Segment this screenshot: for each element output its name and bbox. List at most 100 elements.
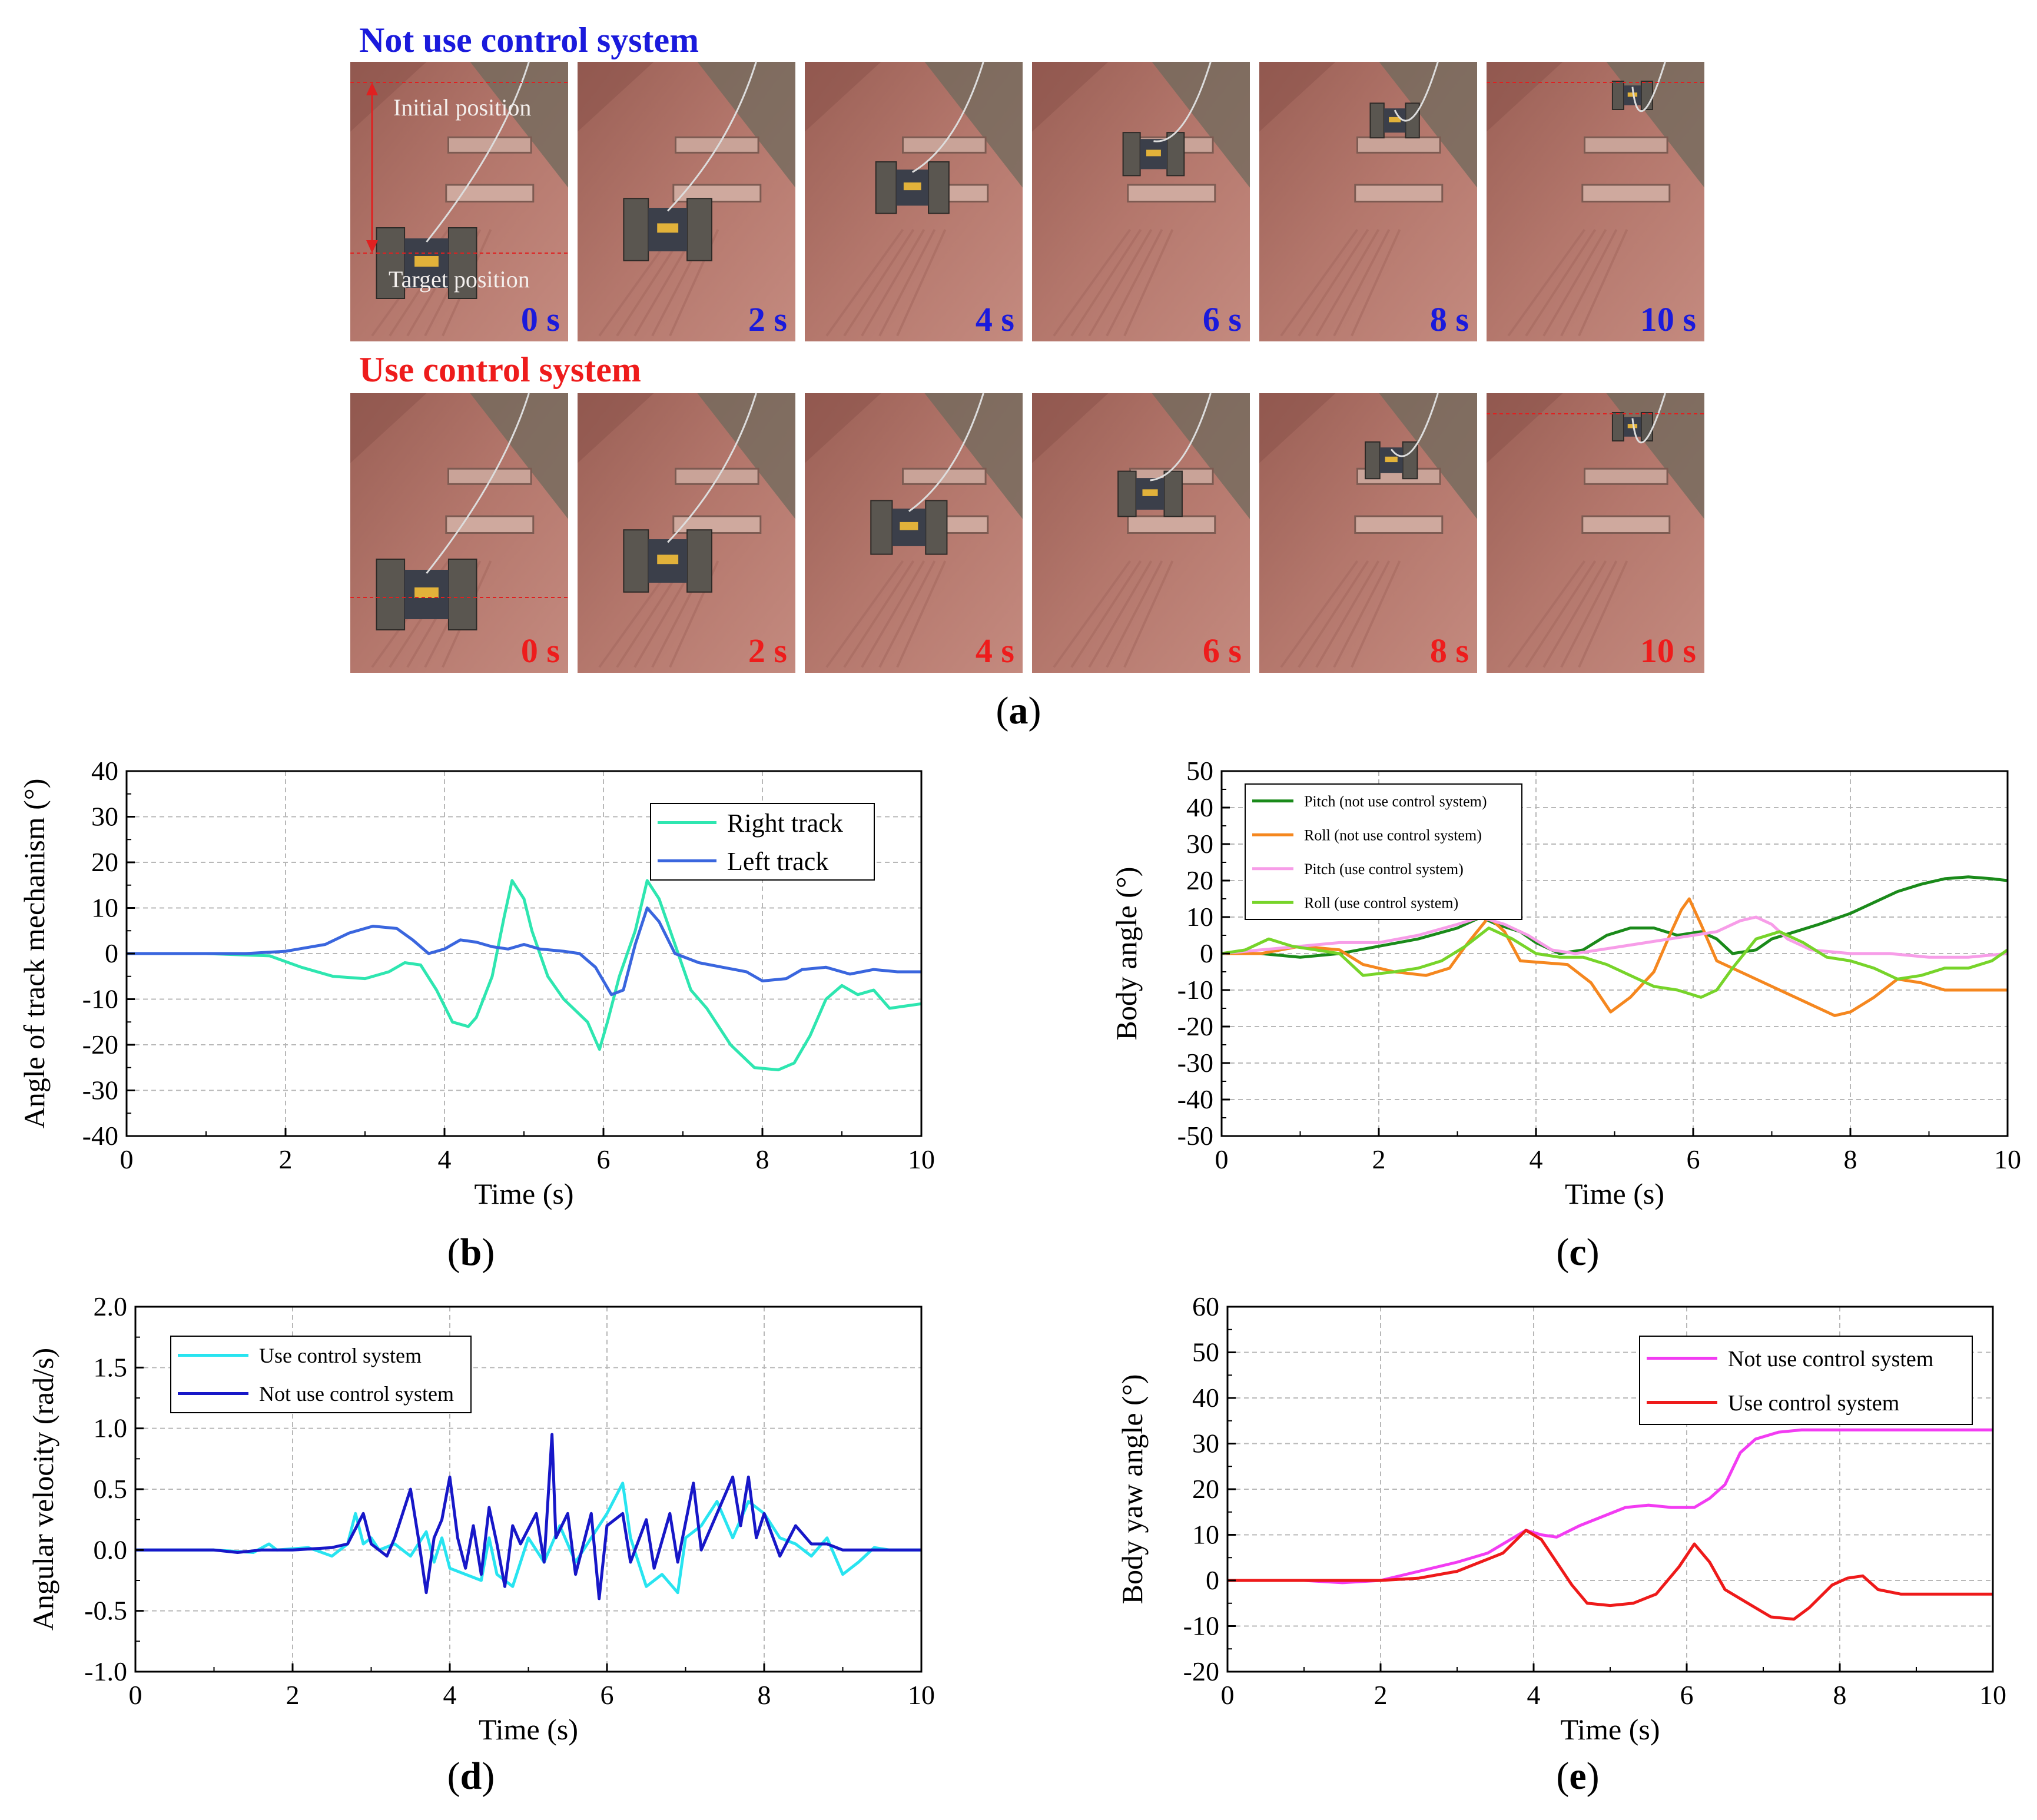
y-tick-label: 20 [1192,1474,1219,1504]
y-tick-label: 0 [1200,938,1213,968]
y-tick-label: 0 [1206,1565,1219,1595]
rover-use-1 [623,393,757,593]
target-position-label: Target position [389,266,530,293]
photo-panel-a: Not use control system Use control syste… [0,0,2037,748]
legend-label-0: Not use control system [1728,1347,1933,1371]
rover-not-use-5 [1611,61,1666,112]
series-line-0 [135,1482,921,1595]
y-tick-label: -10 [1183,1611,1219,1641]
legend-label-1: Use control system [1728,1391,1899,1416]
x-tick-label: 4 [443,1680,457,1710]
legend: Use control system Not use control system [170,1336,472,1413]
photo-frame-use-5: 10 s [1487,393,1704,673]
rover-not-use-0 [376,61,530,299]
y-tick-label: 20 [91,847,118,877]
photo-frame-use-2: 4 s [805,393,1023,673]
photo-frame-use-1: 2 s [578,393,795,673]
rover-use-4 [1365,393,1439,480]
legend-box [170,1336,472,1413]
y-tick-label: -30 [82,1075,118,1105]
y-tick-label: -0.5 [84,1596,127,1626]
x-tick-label: 2 [1374,1680,1388,1710]
y-tick-label: 1.0 [94,1413,128,1443]
photo-frame-not-use-4: 8 s [1259,61,1477,341]
position-annotations: Initial position Target position [350,82,568,293]
caption-e: (e) [1556,1755,1600,1798]
x-tick-label: 10 [908,1144,935,1174]
y-tick-label: -1.0 [84,1656,127,1686]
rover-use-0 [376,393,530,630]
rover-not-use-3 [1122,61,1212,177]
y-tick-label: -40 [82,1121,118,1151]
x-axis-label: Time (s) [1560,1713,1660,1746]
row1-title: Not use control system [359,21,699,59]
y-axis-label: Angle of track mechanism (°) [18,779,51,1129]
x-tick-label: 8 [1833,1680,1847,1710]
series-line-0 [1227,1428,1993,1585]
x-tick-label: 8 [758,1680,771,1710]
time-label-not-use-1: 2 s [748,300,787,338]
photo-frame-not-use-1: 2 s [578,61,795,341]
photo-frame-not-use-2: 4 s [805,61,1023,341]
photo-frame-use-4: 8 s [1259,393,1477,673]
legend-label-0: Use control system [259,1344,422,1367]
time-label-not-use-0: 0 s [521,300,560,338]
row2-title: Use control system [359,350,641,389]
y-tick-label: -10 [82,984,118,1014]
row2-annotations [350,413,1704,598]
x-tick-label: 0 [1221,1680,1235,1710]
y-tick-label: 0.0 [94,1535,128,1565]
y-tick-label: 40 [91,756,118,786]
caption-d: (d) [447,1755,495,1798]
x-tick-label: 10 [908,1680,935,1710]
x-tick-label: 8 [756,1144,769,1174]
y-tick-label: 10 [1192,1520,1219,1550]
chart-c-svg: -50 -40 -30 -20 -10 0 10 20 30 40 50 0 2 4 6 8 10 Time (s… [1110,756,2021,1210]
chart-b-track-angle: -40 -30 -20 -10 0 10 20 30 40 0 2 4 6 8 10 Time (s) Angl… [0,748,1018,1230]
legend-box [1245,783,1522,920]
x-tick-label: 6 [1687,1144,1700,1174]
y-tick-label: 30 [1186,829,1213,859]
time-label-use-5: 10 s [1640,632,1696,670]
time-label-use-0: 0 s [521,632,560,670]
time-label-use-4: 8 s [1430,632,1469,670]
photo-frame-not-use-0: 0 s [350,61,568,341]
y-tick-label: -30 [1177,1048,1213,1078]
rover-not-use-4 [1369,61,1439,139]
rover-use-3 [1117,393,1212,517]
y-tick-label: -20 [1177,1011,1213,1041]
chart-d-angular-velocity: -1.0 -0.5 0.0 0.5 1.0 1.5 2.0 0 2 4 6 8 10 Time (s) An… [0,1271,1018,1754]
x-tick-label: 10 [1994,1144,2021,1174]
y-tick-label: 10 [91,893,118,923]
x-tick-label: 6 [1680,1680,1694,1710]
legend: Not use control system Use control system [1639,1336,1973,1425]
time-label-not-use-5: 10 s [1640,300,1696,338]
y-tick-label: 20 [1186,865,1213,895]
legend: Pitch (not use control system) Roll (not … [1245,783,1522,920]
x-tick-label: 4 [1530,1144,1543,1174]
y-tick-label: 1.5 [94,1352,128,1382]
rover-use-5 [1611,393,1666,444]
time-label-use-1: 2 s [748,632,787,670]
y-tick-label: 10 [1186,902,1213,932]
photo-frame-not-use-3: 6 s [1032,61,1250,341]
y-tick-label: 60 [1192,1291,1219,1321]
time-label-not-use-4: 8 s [1430,300,1469,338]
series-line-1 [135,1433,921,1600]
x-tick-label: 10 [1979,1680,2006,1710]
y-tick-label: 40 [1192,1383,1219,1413]
legend-box [650,803,875,881]
photo-row-not-use-control: 0 s 2 s 4 s 6 s 8 s 10 s Initial position Targe… [350,61,1704,341]
legend-label-3: Roll (use control system) [1304,894,1458,911]
time-label-not-use-3: 6 s [1203,300,1242,338]
x-axis-label: Time (s) [479,1713,578,1746]
legend-label-0: Pitch (not use control system) [1304,793,1487,810]
legend-box [1639,1336,1973,1425]
y-tick-label: 0 [105,938,118,968]
y-axis-label: Angular velocity (rad/s) [26,1348,59,1630]
legend-label-0: Right track [727,809,843,838]
chart-c-body-angle: -50 -40 -30 -20 -10 0 10 20 30 40 50 0 2 4 6 8 10 Time (s… [1018,748,2037,1230]
photo-row-use-control: 0 s 2 s 4 s 6 s 8 s 10 s [350,393,1704,673]
x-axis-label: Time (s) [474,1177,573,1210]
y-tick-label: 50 [1192,1337,1219,1367]
